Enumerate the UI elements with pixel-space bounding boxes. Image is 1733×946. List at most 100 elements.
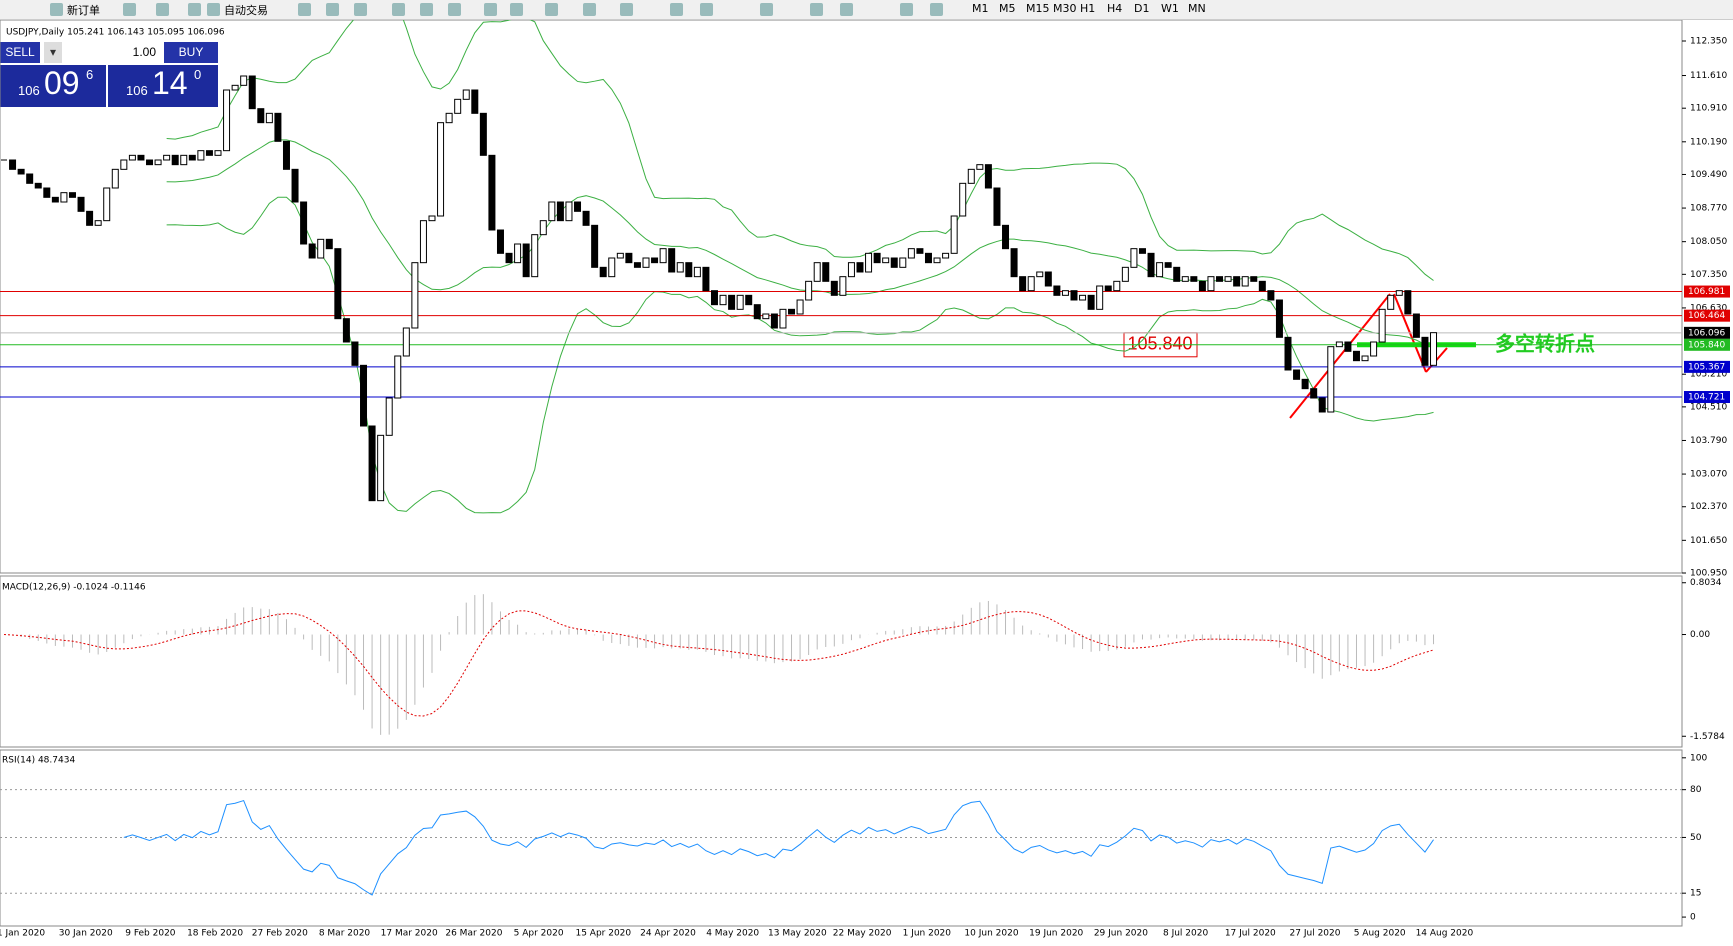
- icon[interactable]: [448, 3, 461, 16]
- icon[interactable]: [123, 3, 136, 16]
- candle: [633, 262, 641, 268]
- chart: USDJPY,Daily 105.241 106.143 105.095 106…: [0, 20, 1730, 939]
- candle: [865, 252, 873, 273]
- lots-input[interactable]: 1.00: [64, 42, 160, 63]
- timeframe[interactable]: H1: [1080, 2, 1096, 15]
- timeframe[interactable]: M5: [999, 2, 1016, 15]
- icon[interactable]: [207, 3, 220, 16]
- icon[interactable]: [760, 3, 773, 16]
- icon[interactable]: [392, 3, 405, 16]
- candle: [984, 164, 992, 189]
- y-tick-label: 112.350: [1690, 37, 1727, 47]
- candle: [128, 154, 136, 161]
- candle: [94, 220, 102, 226]
- y-tick-label: 80: [1690, 785, 1702, 795]
- lot-down[interactable]: ▾: [44, 42, 62, 63]
- timeframe[interactable]: MN: [1188, 2, 1206, 15]
- candle: [728, 294, 736, 310]
- candle: [1079, 294, 1087, 301]
- candle: [1147, 252, 1155, 278]
- price-level-label: 106.464: [1688, 311, 1725, 321]
- toolbar: 新订单 自动交易 M1 M5 M15 M30 H1 H4 D1 W1 MN: [0, 0, 1733, 20]
- candle: [1070, 290, 1078, 301]
- candle: [882, 257, 890, 264]
- sell-button[interactable]: SELL: [0, 42, 40, 63]
- candle: [445, 112, 453, 124]
- icon[interactable]: [670, 3, 683, 16]
- icon[interactable]: [810, 3, 823, 16]
- icon[interactable]: [700, 3, 713, 16]
- icon[interactable]: [50, 3, 63, 16]
- icon[interactable]: [298, 3, 311, 16]
- candle: [68, 192, 76, 198]
- candle: [1301, 378, 1309, 390]
- candle: [693, 266, 701, 278]
- buy-price[interactable]: 106 14 0: [108, 65, 218, 107]
- icon[interactable]: [156, 3, 169, 16]
- candle: [223, 89, 231, 152]
- candle: [1421, 336, 1429, 366]
- timeframe[interactable]: M1: [972, 2, 989, 15]
- candle: [325, 238, 333, 250]
- icon[interactable]: [620, 3, 633, 16]
- candle: [1036, 271, 1044, 278]
- icon[interactable]: [354, 3, 367, 16]
- timeframe[interactable]: M30: [1053, 2, 1077, 15]
- rsi-line: [123, 799, 1434, 896]
- buy-frac: 0: [194, 67, 202, 82]
- candle: [1087, 294, 1095, 310]
- candle: [702, 266, 710, 292]
- icon[interactable]: [545, 3, 558, 16]
- icon[interactable]: [188, 3, 201, 16]
- candle: [163, 154, 171, 161]
- y-tick-label: 110.910: [1690, 104, 1727, 114]
- y-tick-label: 0.8034: [1690, 578, 1722, 588]
- candle: [1352, 350, 1360, 362]
- candle: [51, 196, 59, 203]
- icon[interactable]: [326, 3, 339, 16]
- candle: [248, 75, 256, 110]
- icon[interactable]: [484, 3, 497, 16]
- timeframe[interactable]: M15: [1026, 2, 1050, 15]
- price-level-tag: [1684, 285, 1730, 298]
- candle: [411, 262, 419, 329]
- icon[interactable]: [420, 3, 433, 16]
- candle: [565, 201, 573, 222]
- candle: [745, 294, 753, 306]
- icon[interactable]: [510, 3, 523, 16]
- timeframe[interactable]: H4: [1107, 2, 1123, 15]
- bollinger-band: [166, 20, 1434, 281]
- x-tick-label: 17 Jul 2020: [1225, 929, 1276, 939]
- y-tick-label: 103.070: [1690, 470, 1727, 480]
- candle: [642, 257, 650, 268]
- timeframe[interactable]: D1: [1134, 2, 1150, 15]
- icon[interactable]: [930, 3, 943, 16]
- candle: [599, 266, 607, 278]
- candle: [154, 159, 162, 166]
- candle: [839, 276, 847, 296]
- candle: [676, 262, 684, 273]
- y-tick-label: 104.510: [1690, 402, 1727, 412]
- y-tick-label: 50: [1690, 833, 1702, 843]
- candle: [942, 252, 950, 259]
- sell-price[interactable]: 106 09 6: [0, 65, 106, 107]
- timeframe[interactable]: W1: [1161, 2, 1179, 15]
- candle: [1113, 280, 1121, 292]
- candle: [1027, 276, 1035, 292]
- x-tick-label: 8 Mar 2020: [319, 929, 371, 939]
- auto-trading[interactable]: 自动交易: [224, 4, 268, 17]
- buy-button[interactable]: BUY: [164, 42, 218, 63]
- candle: [924, 252, 932, 264]
- new-order[interactable]: 新订单: [67, 4, 100, 17]
- icon[interactable]: [840, 3, 853, 16]
- x-tick-label: 8 Jul 2020: [1163, 929, 1208, 939]
- candle: [505, 252, 513, 264]
- macd-signal: [3, 610, 1434, 717]
- x-tick-label: 29 Jun 2020: [1094, 929, 1148, 939]
- icon[interactable]: [900, 3, 913, 16]
- price-level-label: 105.367: [1688, 362, 1725, 372]
- icon[interactable]: [583, 3, 596, 16]
- candle: [205, 150, 213, 156]
- candle: [736, 294, 744, 310]
- candle: [1370, 341, 1378, 357]
